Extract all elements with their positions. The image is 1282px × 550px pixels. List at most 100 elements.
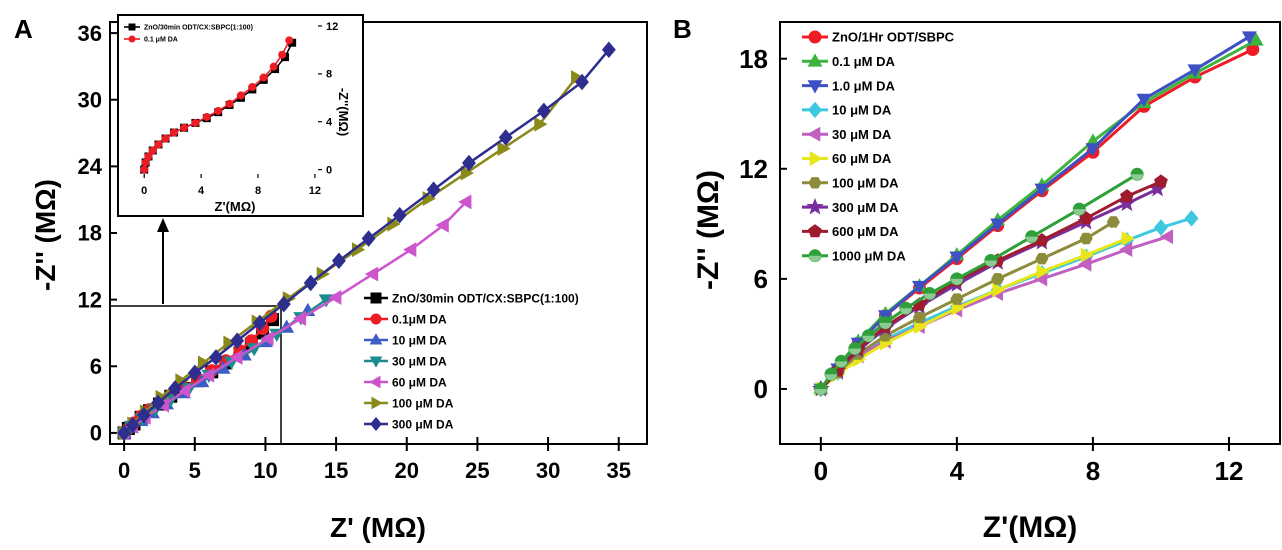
panel-a-legend-label: 10 μM DA xyxy=(392,333,447,347)
panel-a-data-point xyxy=(292,311,307,326)
panel-b-data-point xyxy=(992,282,1006,298)
panel-b-legend-label: 1000 μM DA xyxy=(832,248,906,263)
panel-a-data-point xyxy=(364,266,379,282)
panel-b-legend-item: 60 μM DA xyxy=(802,151,892,166)
panel-a-y-tick-label: 12 xyxy=(78,287,102,312)
panel-b-data-point xyxy=(1106,216,1120,228)
panel-b-data-point xyxy=(814,382,828,396)
panel-a-legend-marker xyxy=(370,313,382,325)
panel-b-legend-marker xyxy=(807,80,823,94)
panel-a-data-point xyxy=(536,102,551,120)
inset-data-point xyxy=(214,106,223,115)
panel-a-data-point xyxy=(209,349,223,366)
panel-a-y-axis-label: -Z'' (MΩ) xyxy=(30,179,61,291)
inset-x-tick-label: 4 xyxy=(198,185,205,197)
panel-b-data-point xyxy=(949,251,965,265)
panel-b-series-line xyxy=(819,187,1159,390)
panel-b-legend-label: 100 μM DA xyxy=(832,175,899,190)
panel-b-legend-item: 100 μM DA xyxy=(802,175,899,190)
panel-b-data-point xyxy=(899,301,913,315)
panel-b-legend-label: ZnO/1Hr ODT/SBPC xyxy=(832,30,955,45)
inset-data-point xyxy=(140,165,149,174)
panel-a-data-point xyxy=(435,217,449,233)
panel-b-data-point xyxy=(990,218,1006,232)
panel-a-legend-item: 30 μM DA xyxy=(364,354,447,368)
panel-a-data-point xyxy=(461,154,476,172)
panel-a-y-tick-label: 6 xyxy=(90,354,102,379)
panel-b-data-point xyxy=(834,354,848,368)
panel-a-data-point xyxy=(229,349,243,365)
panel-b-data-point xyxy=(914,319,928,335)
panel-b-data-point xyxy=(1080,247,1095,263)
panel-b-legend-label: 0.1 μM DA xyxy=(832,54,895,69)
zoom-arrow-head xyxy=(157,218,169,232)
panel-a-x-tick-label: 35 xyxy=(606,458,630,483)
panel-b-legend-item: 10 μM DA xyxy=(802,101,892,119)
inset-legend-label: 0.1 μM DA xyxy=(144,37,178,44)
panel-b-data-point xyxy=(984,254,998,268)
panel-a-data-point xyxy=(260,331,274,346)
panel-b-label: B xyxy=(673,14,692,44)
inset-data-point xyxy=(191,118,200,127)
panel-b-data-point xyxy=(1241,31,1257,45)
panel-b-data-point xyxy=(912,311,927,324)
inset-y-axis-label: -Z''(MΩ) xyxy=(336,88,351,136)
panel-b-data-point xyxy=(1072,202,1086,216)
panel-b-legend-label: 1.0 μM DA xyxy=(832,78,895,93)
panel-a-inset: 0 4 8 12 0 4 8 12 ZnO/30min ODT/CX:SBPC(1:100) 0… xyxy=(117,14,364,217)
panel-b-legend-item: 1000 μM DA xyxy=(802,248,906,263)
panel-b-data-point-highlight xyxy=(825,374,838,381)
panel-b-legend: ZnO/1Hr ODT/SBPC 0.1 μM DA 1.0 μM DA 10 μM … xyxy=(802,30,955,263)
panel-a-legend: ZnO/30min ODT/CX:SBPC(1:100) 0.1μM DA 10 μ… xyxy=(364,291,579,431)
panel-a-legend-item: ZnO/30min ODT/CX:SBPC(1:100) xyxy=(364,291,579,305)
panel-a-data-point xyxy=(276,295,291,313)
panel-b-data-point xyxy=(1153,219,1168,236)
inset-data-point xyxy=(170,128,179,137)
panel-b-data-point xyxy=(911,280,927,295)
panel-a-x-axis-label: Z' (MΩ) xyxy=(330,512,426,543)
panel-b-data-point xyxy=(861,329,875,343)
panel-b-data-point xyxy=(1248,32,1264,46)
panel-b-data-point xyxy=(950,293,964,305)
panel-a-y-tick-label: 30 xyxy=(78,87,102,112)
panel-a-legend-label: 30 μM DA xyxy=(392,354,447,368)
panel-b-data-point xyxy=(1035,252,1049,265)
panel-a-data-point xyxy=(331,252,346,270)
panel-b-data-point xyxy=(1079,211,1093,225)
panel-b-data-point xyxy=(1025,230,1039,244)
panel-b-data-point xyxy=(1121,231,1135,246)
panel-b-y-tick-label: 12 xyxy=(739,154,768,184)
panel-b-data-point xyxy=(1159,229,1174,245)
inset-legend: ZnO/30min ODT/CX:SBPC(1:100) 0.1 μM DA xyxy=(124,23,253,44)
panel-a-data-point xyxy=(187,364,202,382)
inset-y-tick-label: 0 xyxy=(326,164,332,176)
panel-a-legend-item: 300 μM DA xyxy=(364,416,454,431)
panel-b-data-point-highlight xyxy=(814,388,827,395)
inset-x-tick-label: 8 xyxy=(255,185,261,197)
panel-a-y-tick-label: 0 xyxy=(90,421,102,446)
panel-b-legend-item: 600 μM DA xyxy=(802,224,899,239)
panel-b-data-point xyxy=(1187,64,1203,78)
panel-b-data-point-highlight xyxy=(899,308,912,315)
inset-data-point xyxy=(285,36,294,45)
panel-a-legend-marker xyxy=(369,356,383,368)
panel-b-data-point xyxy=(1036,264,1050,279)
panel-a-data-point xyxy=(168,380,182,397)
panel-a-legend-item: 60 μM DA xyxy=(364,375,447,389)
panel-b-data-point-highlight xyxy=(835,361,848,368)
panel-b-data-point xyxy=(1034,183,1050,197)
panel-a-legend-label: 100 μM DA xyxy=(392,396,454,410)
panel-a-data-point xyxy=(201,367,215,383)
panel-a-x-tick-label: 5 xyxy=(189,458,201,483)
panel-a-data-point xyxy=(534,116,548,132)
panel-b-legend-marker xyxy=(808,101,822,119)
panel-a-data-point xyxy=(497,141,511,157)
inset-series-0-1-m-da xyxy=(140,36,294,174)
panel-b-data-point xyxy=(1136,93,1152,107)
panel-b-legend-label: 300 μM DA xyxy=(832,200,899,215)
panel-b-data-point xyxy=(991,273,1005,285)
panel-b-legend-item: 30 μM DA xyxy=(802,126,892,142)
panel-a-legend-label: ZnO/30min ODT/CX:SBPC(1:100) xyxy=(392,291,579,305)
panel-a-legend-item: 100 μM DA xyxy=(364,396,454,410)
